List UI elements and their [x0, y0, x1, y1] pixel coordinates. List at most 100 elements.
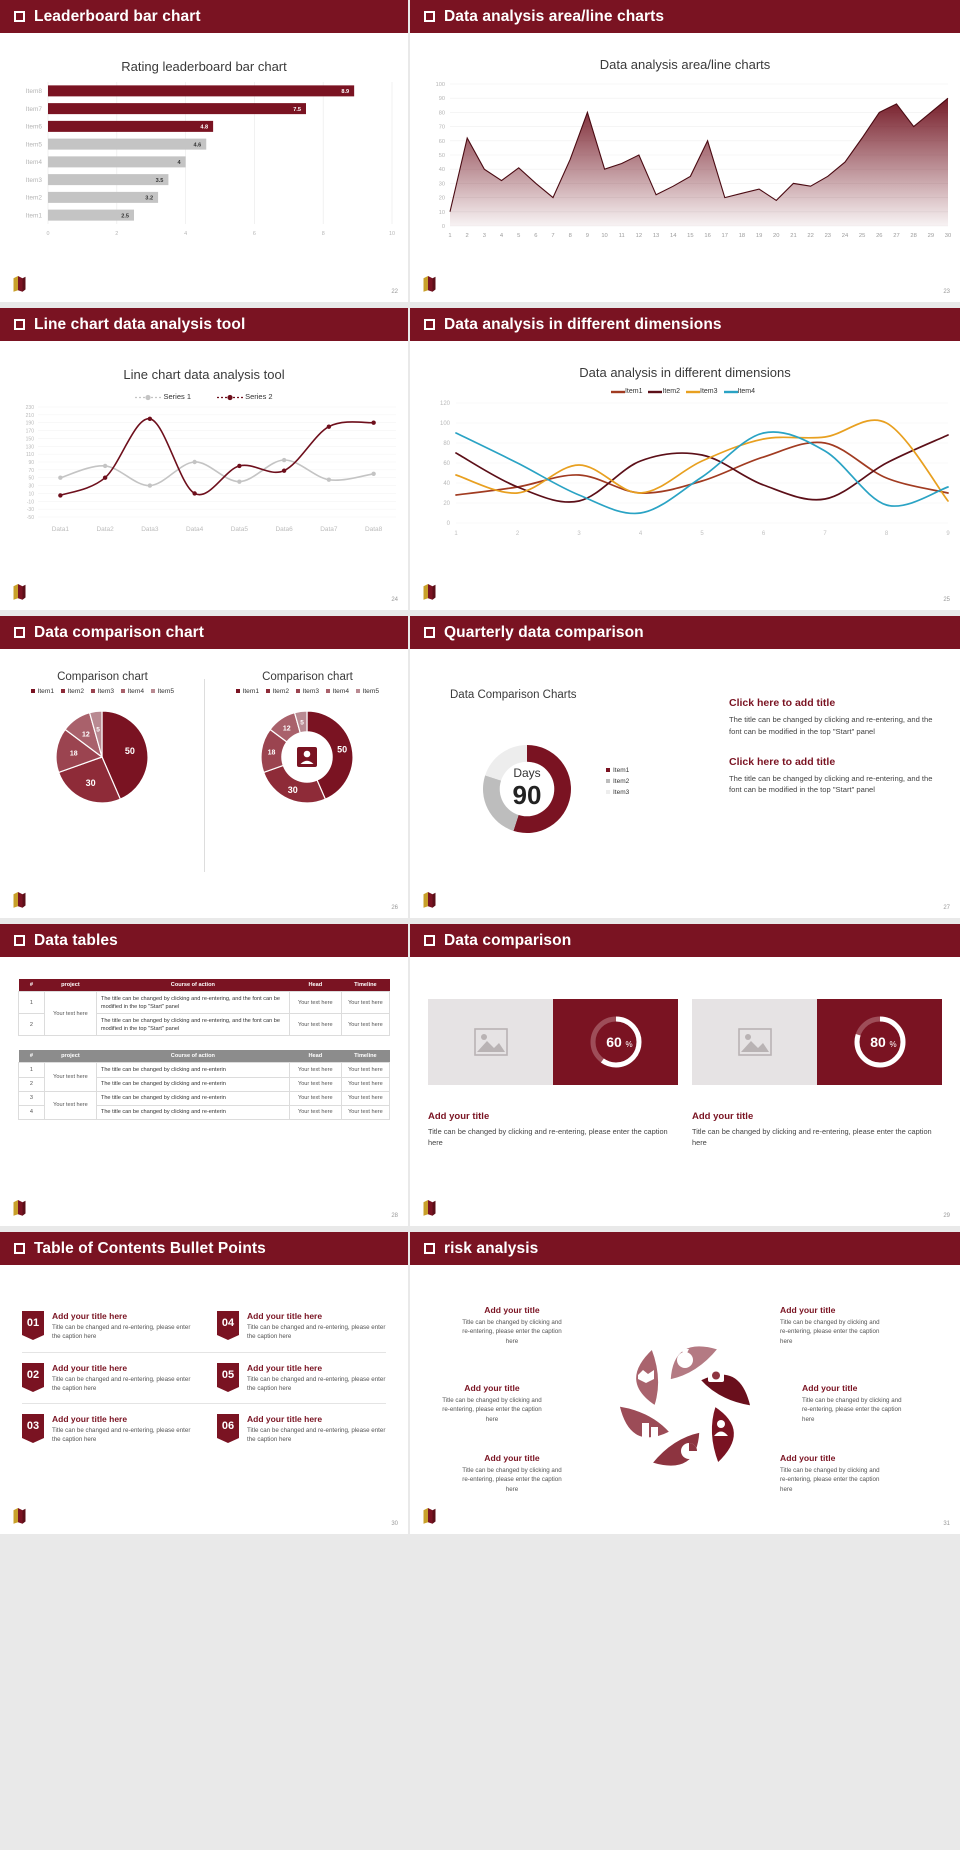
svg-text:2.5: 2.5 — [121, 213, 129, 219]
svg-text:5: 5 — [517, 233, 520, 239]
risk-label[interactable]: Add your title Title can be changed by c… — [458, 1305, 566, 1346]
toc-item-text: Title can be changed and re-entering, pl… — [52, 1324, 191, 1341]
data-table-secondary[interactable]: # project Course of action Head Timeline 1 Yo… — [18, 1050, 391, 1120]
table-row[interactable]: 2 The title can be changed by clicking an… — [18, 1076, 391, 1092]
table-row[interactable]: 3 Your text here The title can be changed … — [18, 1090, 391, 1120]
caption-title[interactable]: Add your title — [692, 1111, 754, 1122]
risk-label[interactable]: Add your title Title can be changed by c… — [780, 1305, 888, 1346]
table-row[interactable]: 1 Your text here The title can be changed … — [18, 990, 391, 1037]
slide-dimensions[interactable]: Data analysis in different dimensions Da… — [410, 308, 960, 616]
page-number: 27 — [943, 905, 950, 911]
image-placeholder[interactable] — [692, 999, 817, 1085]
book-logo-icon — [423, 584, 436, 600]
toc-item[interactable]: 01 Add your title here Title can be chan… — [22, 1305, 191, 1348]
block-title[interactable]: Click here to add title — [729, 697, 836, 709]
slide-data-comparison[interactable]: Data comparison — [410, 924, 960, 1232]
comparison-card[interactable]: 60 % — [428, 999, 678, 1085]
slide-risk[interactable]: risk analysis — [410, 1232, 960, 1540]
chart-legend: Series 1 Series 2 — [0, 392, 408, 401]
column-header: # — [18, 1050, 45, 1063]
slide-body: Comparison chart Item1 Item2 Item3 Item4 Ite… — [0, 649, 408, 918]
legend-item-item4: Item4 — [723, 388, 756, 395]
divider — [204, 679, 205, 872]
risk-label[interactable]: Add your title Title can be changed by c… — [438, 1383, 546, 1424]
column-header: # — [18, 979, 45, 992]
data-table-primary[interactable]: # project Course of action Head Timeline 1 Yo… — [18, 979, 391, 1037]
slide-title: risk analysis — [444, 1239, 539, 1257]
slide-leaderboard[interactable]: Leaderboard bar chart Rating leaderboard… — [0, 0, 410, 308]
comparison-cards: 60 % — [410, 985, 960, 1085]
toc-item[interactable]: 03 Add your title here Title can be chan… — [22, 1408, 191, 1451]
svg-text:22: 22 — [807, 233, 813, 239]
svg-text:80: 80 — [439, 110, 445, 116]
comparison-card[interactable]: 80 % — [692, 999, 942, 1085]
svg-text:25: 25 — [859, 233, 865, 239]
svg-text:Item5: Item5 — [26, 141, 43, 148]
svg-text:-30: -30 — [27, 507, 34, 513]
risk-label[interactable]: Add your title Title can be changed by c… — [802, 1383, 910, 1424]
caption-title[interactable]: Add your title — [428, 1111, 490, 1122]
toc-item-title: Add your title here — [247, 1311, 323, 1321]
risk-label-title: Add your title — [780, 1453, 836, 1463]
svg-text:29: 29 — [928, 233, 934, 239]
card-captions: Add your title Title can be changed by c… — [410, 1101, 960, 1148]
svg-text:8: 8 — [569, 233, 572, 239]
risk-label[interactable]: Add your title Title can be changed by c… — [458, 1453, 566, 1494]
risk-label[interactable]: Add your title Title can be changed by c… — [780, 1453, 888, 1494]
slide-header: Line chart data analysis tool — [0, 308, 408, 341]
toc-item-text: Title can be changed and re-entering, pl… — [247, 1324, 386, 1341]
card-caption: Add your title Title can be changed by c… — [428, 1111, 678, 1148]
svg-text:8.9: 8.9 — [341, 89, 349, 95]
risk-label-text: Title can be changed by clicking and re-… — [462, 1467, 562, 1493]
svg-text:4: 4 — [184, 231, 187, 237]
svg-text:12: 12 — [283, 725, 291, 732]
slide-area-line[interactable]: Data analysis area/line charts Data anal… — [410, 0, 960, 308]
svg-text:50: 50 — [28, 476, 34, 482]
toc-item[interactable]: 05 Add your title here Title can be chan… — [217, 1357, 386, 1400]
book-logo-icon — [13, 584, 26, 600]
book-logo-icon — [423, 1200, 436, 1216]
svg-text:Data4: Data4 — [186, 526, 204, 533]
toc-item[interactable]: 02 Add your title here Title can be chan… — [22, 1357, 191, 1400]
svg-text:20: 20 — [439, 196, 445, 202]
svg-text:100: 100 — [440, 421, 451, 427]
image-placeholder[interactable] — [428, 999, 553, 1085]
page-number: 29 — [943, 1213, 950, 1219]
slide-line-tool[interactable]: Line chart data analysis tool Line chart… — [0, 308, 410, 616]
table-row[interactable]: 4 The title can be changed by clicking an… — [18, 1104, 391, 1120]
svg-text:Data5: Data5 — [231, 526, 249, 533]
toc-item-title: Add your title here — [52, 1362, 128, 1373]
svg-text:70: 70 — [28, 468, 34, 474]
legend-item-item2: Item2 — [606, 778, 629, 785]
risk-label-title: Add your title — [484, 1305, 540, 1315]
chart-title: Comparison chart — [57, 671, 148, 683]
table-header-row: # project Course of action Head Timeline — [18, 979, 390, 992]
pie-chart: 50 30 18 12 5 — [55, 710, 149, 804]
legend-item-item4: Item4 — [326, 688, 349, 695]
pie-chart-panel: Comparison chart Item1 Item2 Item3 Item4 Ite… — [0, 649, 205, 918]
square-bullet-icon — [424, 11, 435, 22]
slide-quarterly[interactable]: Quarterly data comparison Data Compariso… — [410, 616, 960, 924]
pie-icon — [681, 1443, 697, 1459]
svg-text:3: 3 — [577, 531, 581, 537]
slide-toc[interactable]: Table of Contents Bullet Points 01 Add y… — [0, 1232, 410, 1540]
divider — [22, 1403, 386, 1405]
table-row[interactable]: 1 Your text here The title can be changed … — [18, 1062, 391, 1092]
multiline-chart: 0 20 40 60 80 100 120 1 2 3 4 5 6 7 8 9 — [440, 401, 950, 537]
table-row[interactable]: 2 The title can be changed by clicking an… — [18, 1013, 391, 1037]
legend-item-item5: Item5 — [151, 688, 174, 695]
toc-item[interactable]: 04 Add your title here Title can be chan… — [217, 1305, 386, 1348]
percent-ring-chart: 60 % — [590, 1016, 641, 1068]
svg-text:4: 4 — [639, 531, 643, 537]
svg-text:3: 3 — [483, 233, 486, 239]
svg-text:8: 8 — [885, 531, 889, 537]
page-number: 22 — [391, 289, 398, 295]
block-title[interactable]: Click here to add title — [729, 755, 836, 768]
svg-text:50: 50 — [439, 153, 445, 159]
svg-text:40: 40 — [439, 167, 445, 173]
toc-item[interactable]: 06 Add your title here Title can be chan… — [217, 1408, 386, 1451]
slide-data-comparison-chart[interactable]: Data comparison chart Comparison chart I… — [0, 616, 410, 924]
svg-text:70: 70 — [439, 125, 445, 131]
slide-data-tables[interactable]: Data tables # project Course of action Head… — [0, 924, 410, 1232]
svg-text:18: 18 — [70, 751, 78, 758]
